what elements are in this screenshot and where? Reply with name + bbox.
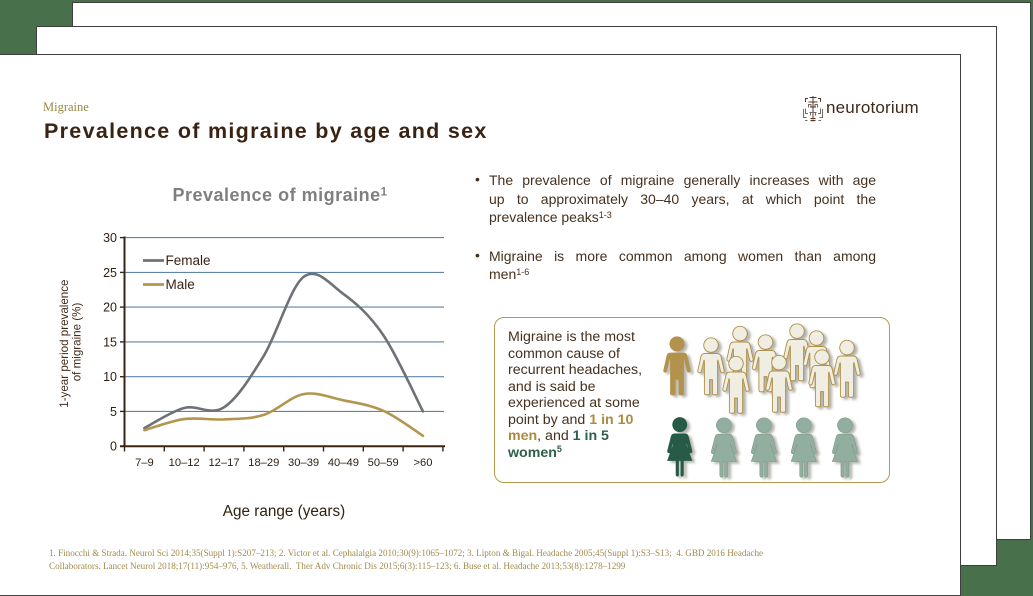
svg-text:40–49: 40–49 [328,457,359,469]
svg-text:10: 10 [103,370,117,384]
svg-text:Female: Female [166,253,211,268]
svg-text:18–29: 18–29 [248,457,279,469]
svg-text:5: 5 [110,405,117,419]
svg-text:30: 30 [103,231,117,245]
svg-text:Prevalence of migraine1: Prevalence of migraine1 [173,185,388,205]
svg-text:12–17: 12–17 [208,457,239,469]
svg-text:>60: >60 [414,457,433,469]
svg-text:Age range (years): Age range (years) [223,503,345,520]
svg-text:25: 25 [103,266,117,280]
svg-text:15: 15 [103,335,117,349]
svg-text:0: 0 [110,440,117,454]
svg-text:1-year period prevalence o: 1-year period prevalence of migraine (%) [58,276,84,408]
svg-text:Male: Male [166,277,195,292]
svg-text:10–12: 10–12 [169,457,200,469]
svg-text:20: 20 [103,301,117,315]
svg-text:30–39: 30–39 [288,457,319,469]
svg-text:7–9: 7–9 [135,457,154,469]
svg-text:50–59: 50–59 [368,457,399,469]
